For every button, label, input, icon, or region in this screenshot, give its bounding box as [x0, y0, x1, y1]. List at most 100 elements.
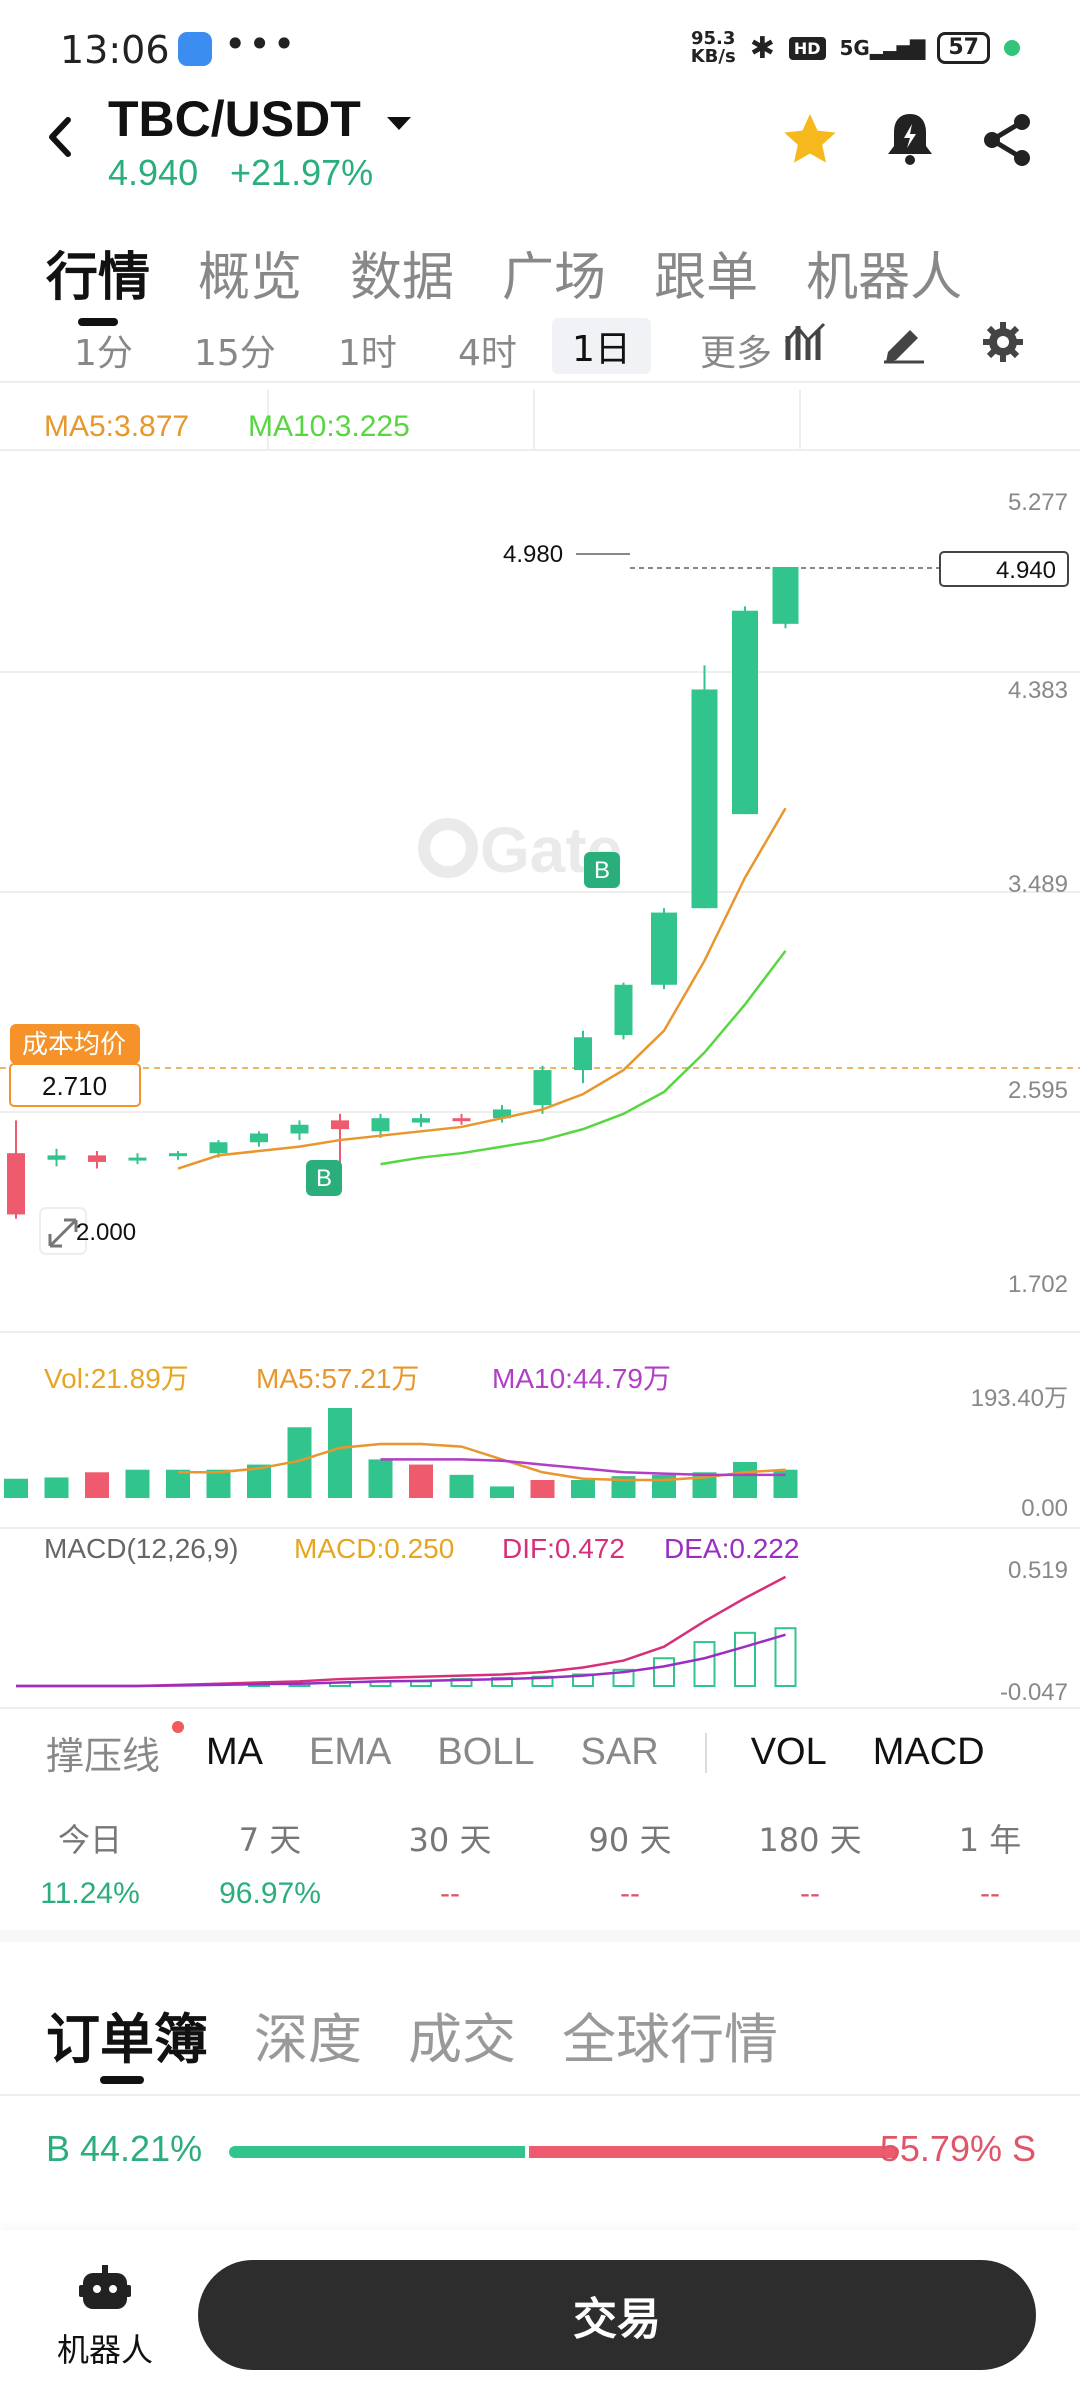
candle-body — [331, 1120, 349, 1130]
hd-badge: HD — [788, 36, 826, 60]
volume-bar — [490, 1486, 514, 1498]
bot-nav-button[interactable]: 机器人 — [50, 2265, 160, 2371]
vol-ma5-line — [178, 1442, 786, 1482]
interval-more[interactable]: 更多 — [700, 333, 772, 374]
indicator-settings-icon[interactable] — [784, 320, 830, 364]
indicator-tabs: 撑压线 MA EMA BOLL SAR VOL MACD — [46, 1721, 1031, 1780]
star-icon — [784, 114, 836, 163]
tab-vol[interactable]: VOL — [750, 1731, 827, 1773]
volume-bar — [409, 1464, 433, 1498]
chart-settings-gear-icon[interactable] — [980, 320, 1026, 364]
candle-body — [128, 1157, 147, 1161]
divider — [0, 2094, 1080, 2096]
candle-body — [452, 1118, 471, 1122]
buy-marker: B — [306, 1160, 342, 1196]
candle-body — [772, 566, 799, 624]
caret-down-icon — [386, 116, 411, 130]
share-icon — [984, 114, 1030, 166]
buy-ratio-label: B 44.21% — [46, 2128, 203, 2169]
draw-tool-icon[interactable] — [880, 320, 926, 364]
macd-histogram-bar — [653, 1657, 675, 1688]
dea-label: DEA:0.222 — [664, 1533, 799, 1564]
ma10-label: MA10:3.225 — [248, 410, 410, 443]
candle-body — [169, 1153, 187, 1157]
buy-marker: B — [584, 852, 620, 888]
tab-bots[interactable]: 机器人 — [806, 248, 963, 308]
section-divider — [0, 1930, 1080, 1942]
orderbook-tabs: 订单簿 深度 成交 全球行情 — [46, 1995, 778, 2074]
vol-ma10-line — [380, 1458, 786, 1477]
svg-text:2.710: 2.710 — [42, 1071, 107, 1101]
gate-watermark: Gate — [418, 814, 622, 886]
volume-bar — [368, 1459, 393, 1498]
favorite-button[interactable] — [780, 110, 840, 174]
macd-histogram-bar — [612, 1668, 635, 1688]
sell-ratio-label: 55.79% S — [879, 2128, 1036, 2169]
price-axis-label: 3.489 — [1008, 871, 1068, 898]
more-notifications-icon: ••• — [224, 22, 298, 66]
bot-nav-label: 机器人 — [56, 2331, 153, 2369]
price-change: +21.97% — [230, 152, 374, 193]
tab-ma[interactable]: MA — [206, 1731, 264, 1773]
robot-icon — [79, 2265, 131, 2309]
volume-bar — [611, 1476, 636, 1498]
macd-histogram-bar — [774, 1627, 797, 1687]
signal-icon: 5G▂▃▅▇ — [839, 36, 926, 60]
ma10-line — [380, 950, 787, 1166]
volume-bar — [4, 1478, 28, 1498]
tab-sar[interactable]: SAR — [580, 1731, 659, 1773]
tab-square[interactable]: 广场 — [502, 248, 607, 308]
tab-overview[interactable]: 概览 — [198, 248, 303, 308]
expand-chart-button[interactable] — [39, 1207, 87, 1255]
tab-market[interactable]: 行情 — [46, 248, 151, 308]
period-7d: 7 天 96.97% — [219, 1821, 321, 1910]
candle-body — [209, 1142, 228, 1154]
main-tab-indicator — [78, 318, 118, 326]
tab-orderbook[interactable]: 订单簿 — [46, 2008, 208, 2071]
tab-support-resistance[interactable]: 撑压线 — [46, 1721, 184, 1780]
tab-macd[interactable]: MACD — [872, 1731, 985, 1773]
macd-title: MACD(12,26,9) — [44, 1533, 239, 1564]
tab-ema[interactable]: EMA — [309, 1731, 392, 1773]
tab-trades[interactable]: 成交 — [408, 2008, 516, 2071]
price-alert-button[interactable] — [880, 108, 940, 172]
vol-axis-label: 0.00 — [1021, 1495, 1068, 1522]
candle-body — [614, 984, 633, 1036]
buy-sell-ratio: B 44.21% 55.79% S — [46, 2128, 1036, 2178]
back-button[interactable] — [40, 112, 80, 162]
candle-body — [691, 689, 718, 909]
volume-bar — [530, 1480, 555, 1498]
bluetooth-icon: ✱ — [749, 30, 775, 66]
interval-1h[interactable]: 1时 — [338, 333, 397, 374]
period-90d: 90 天 -- — [588, 1821, 672, 1910]
period-returns: 今日 11.24% 7 天 96.97% 30 天 -- 90 天 -- 180 天 --… — [0, 1815, 1080, 1911]
volume-bar — [328, 1408, 352, 1498]
volume-bar — [44, 1477, 69, 1498]
low-label: 2.000 — [76, 1219, 136, 1246]
interval-4h[interactable]: 4时 — [458, 333, 517, 374]
interval-1m[interactable]: 1分 — [74, 333, 133, 374]
tab-global-markets[interactable]: 全球行情 — [562, 2008, 778, 2071]
svg-text:B: B — [594, 857, 610, 884]
vol-axis-label: 193.40万 — [971, 1385, 1068, 1412]
new-badge-dot — [172, 1721, 184, 1733]
volume-bar — [85, 1472, 109, 1498]
interval-1d[interactable]: 1日 — [552, 318, 651, 374]
trade-button[interactable]: 交易 — [198, 2260, 1036, 2370]
privacy-indicator-icon — [1004, 40, 1020, 56]
kline-chart[interactable]: MA5:3.877 MA10:3.225 Gate 5.277 4.383 3.… — [0, 380, 1080, 1710]
tab-copy-trade[interactable]: 跟单 — [654, 248, 759, 308]
tab-boll[interactable]: BOLL — [437, 1731, 535, 1773]
tab-data[interactable]: 数据 — [350, 248, 455, 308]
volume-bar — [733, 1462, 757, 1498]
share-button[interactable] — [978, 110, 1038, 174]
cost-average-badge[interactable]: 成本均价 2.710 — [9, 1024, 141, 1107]
interval-15m[interactable]: 15分 — [194, 333, 276, 374]
last-price-box — [939, 551, 1069, 587]
pair-selector[interactable]: TBC/USDT — [108, 90, 413, 148]
dif-label: DIF:0.472 — [502, 1533, 625, 1564]
chart-grid — [0, 381, 1080, 1709]
tab-depth[interactable]: 深度 — [254, 2008, 362, 2071]
candle-body — [47, 1155, 66, 1160]
price-axis-label: 4.383 — [1008, 677, 1068, 704]
